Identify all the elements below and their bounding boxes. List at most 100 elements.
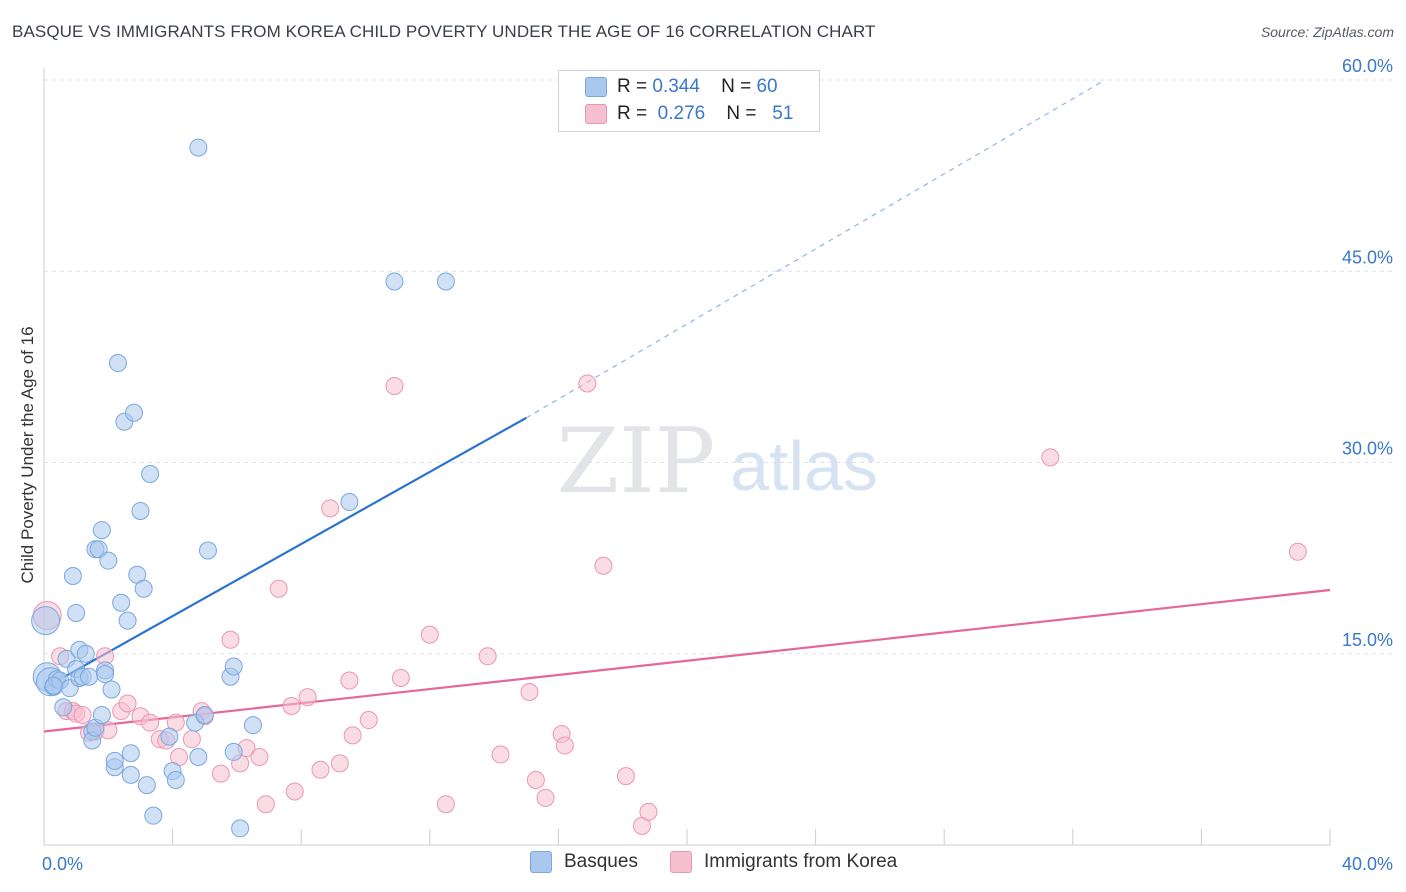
point-basques (137, 776, 156, 795)
point-basques (80, 667, 99, 686)
legend-swatch-basques (585, 77, 607, 97)
point-korea (250, 748, 269, 767)
point-basques (44, 676, 63, 695)
point-basques (92, 705, 111, 724)
x-tick-label: 40.0% (1342, 854, 1393, 874)
y-tick-label: 60.0% (1342, 56, 1393, 76)
point-korea (321, 499, 340, 518)
legend-r-value: 0.344 (652, 76, 700, 97)
point-korea (269, 579, 288, 598)
axes (43, 68, 1331, 846)
point-korea (1288, 542, 1307, 561)
point-basques (31, 606, 61, 636)
point-basques (141, 464, 160, 483)
trend-line-korea (43, 588, 1331, 733)
point-basques (189, 138, 208, 157)
point-basques (224, 742, 243, 761)
watermark-atlas: atlas (730, 427, 878, 505)
point-basques (67, 603, 86, 622)
chart-source: Source: ZipAtlas.com (1260, 24, 1394, 40)
watermark: ZIP atlas (557, 409, 878, 514)
trend-line-basques (43, 416, 527, 690)
point-korea (211, 764, 230, 783)
legend-n-value: 60 (756, 76, 778, 97)
stats-legend: R = 0.344 N = 60 R = 0.276 N = 51 (558, 70, 820, 132)
x-tick-label: 0.0% (42, 854, 83, 874)
point-basques (243, 716, 262, 735)
point-korea (385, 377, 404, 395)
point-korea (141, 713, 160, 732)
point-basques (134, 579, 153, 598)
legend-label-basques: Basques (564, 851, 638, 872)
y-tick-label: 15.0% (1342, 630, 1393, 650)
point-basques (63, 566, 82, 585)
legend-row-basques: R = 0.344 N = 60 (585, 75, 778, 99)
legend-swatch-korea (585, 104, 607, 124)
point-korea (536, 788, 555, 807)
point-basques (144, 806, 163, 825)
point-basques (89, 540, 108, 559)
chart-title: BASQUE VS IMMIGRANTS FROM KOREA CHILD PO… (12, 22, 876, 41)
point-basques (105, 751, 124, 770)
trend-lines (43, 79, 1331, 733)
point-korea (256, 795, 275, 814)
point-basques (189, 748, 208, 767)
point-korea (639, 802, 658, 821)
point-basques (96, 665, 115, 684)
legend-n-label: N = (726, 103, 757, 124)
point-basques (198, 541, 217, 560)
point-korea (359, 711, 378, 730)
point-basques (102, 680, 121, 699)
point-korea (340, 671, 359, 690)
legend-r-label: R = (617, 103, 648, 124)
point-basques (118, 611, 137, 630)
legend-n-value: 51 (772, 103, 794, 124)
point-basques (54, 698, 73, 717)
point-korea (298, 688, 317, 707)
legend-n-label: N = (721, 76, 752, 97)
legend-label-korea: Immigrants from Korea (704, 851, 898, 872)
point-korea (578, 374, 597, 393)
point-basques (108, 354, 127, 373)
gridlines (44, 79, 1395, 655)
point-basques (224, 657, 243, 676)
series-legend: Basques Immigrants from Korea (0, 851, 1406, 877)
point-basques (385, 272, 404, 291)
point-korea (526, 770, 545, 789)
legend-swatch-korea (670, 851, 692, 873)
point-korea (182, 730, 201, 749)
data-points (31, 138, 1307, 838)
point-korea (555, 736, 574, 755)
point-korea (391, 668, 410, 687)
point-basques (160, 727, 179, 746)
legend-item-korea[interactable]: Immigrants from Korea (670, 851, 897, 873)
legend-r-value: 0.276 (657, 103, 706, 124)
point-korea (221, 630, 240, 649)
point-basques (76, 644, 95, 663)
point-korea (282, 697, 301, 716)
point-basques (92, 521, 111, 540)
legend-r-label: R = (617, 76, 648, 97)
y-tick-label: 45.0% (1342, 247, 1393, 267)
legend-swatch-basques (530, 851, 552, 873)
point-korea (1041, 448, 1060, 467)
tick-labels: 15.0% 30.0% 45.0% 60.0% 0.0% 40.0% (42, 56, 1393, 874)
point-korea (285, 782, 304, 801)
point-korea (491, 745, 510, 764)
point-basques (112, 593, 131, 612)
point-basques (166, 770, 185, 789)
point-korea (436, 795, 455, 814)
trend-line-basques-extension (525, 79, 1106, 419)
point-basques (125, 403, 144, 422)
y-tick-label: 30.0% (1342, 439, 1393, 459)
legend-item-basques[interactable]: Basques (530, 851, 638, 873)
point-korea (330, 754, 349, 773)
point-korea (73, 705, 92, 724)
legend-row-korea: R = 0.276 N = 51 (585, 102, 793, 126)
point-korea (478, 647, 497, 666)
point-korea (311, 760, 330, 779)
point-korea (420, 625, 439, 644)
point-basques (436, 272, 455, 291)
point-korea (118, 694, 137, 713)
point-korea (616, 767, 635, 786)
